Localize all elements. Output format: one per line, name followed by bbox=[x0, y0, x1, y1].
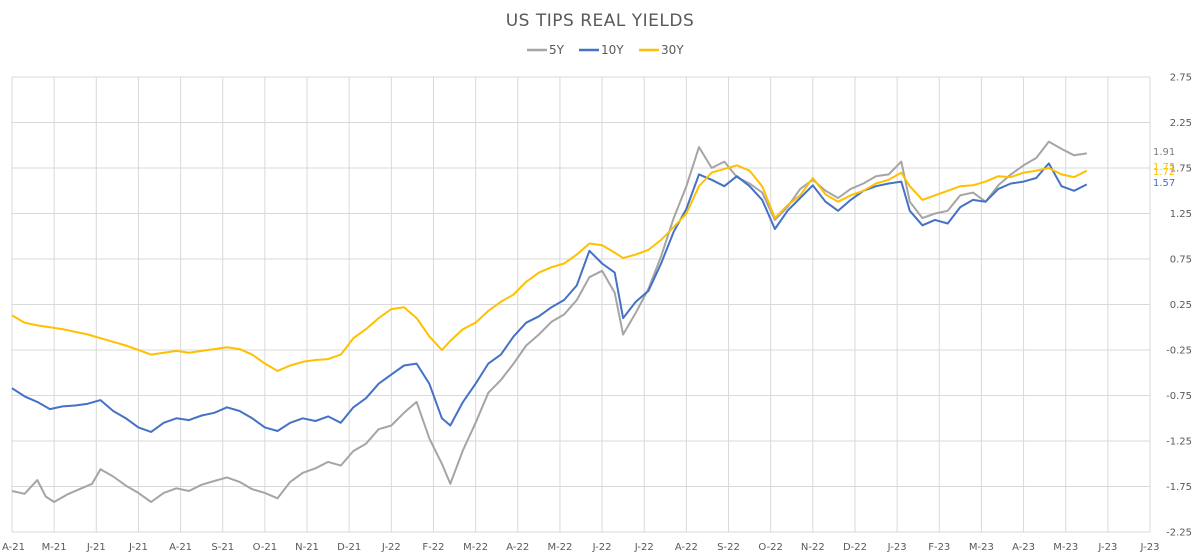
y-tick-label: 1.25 bbox=[1170, 209, 1192, 220]
legend: 5Y 10Y 30Y bbox=[527, 43, 684, 57]
x-tick-label: M-22 bbox=[547, 542, 572, 553]
end-annotations: 1.91 1.751.721.57 bbox=[1153, 147, 1175, 189]
y-tick-label: -1.75 bbox=[1166, 482, 1192, 493]
end-annotation-label: 1.72 bbox=[1153, 167, 1175, 178]
chart-title: US TIPS REAL YIELDS bbox=[506, 11, 695, 31]
y-tick-label: 1.75 bbox=[1170, 164, 1192, 175]
gridlines bbox=[11, 76, 1151, 533]
x-tick-label: F-22 bbox=[422, 542, 444, 553]
legend-label-5y: 5Y bbox=[549, 43, 565, 57]
x-tick-label: J-21 bbox=[86, 542, 106, 553]
x-tick-label: O-21 bbox=[253, 542, 277, 553]
x-tick-label: J-22 bbox=[381, 542, 401, 553]
x-tick-label: A-23 bbox=[1012, 542, 1035, 553]
x-tick-label: A-22 bbox=[675, 542, 698, 553]
legend-label-10y: 10Y bbox=[601, 43, 624, 57]
x-tick-label: M-21 bbox=[42, 542, 67, 553]
legend-label-30y: 30Y bbox=[661, 43, 684, 57]
x-tick-label: F-23 bbox=[928, 542, 950, 553]
x-tick-label: J-21 bbox=[128, 542, 148, 553]
x-axis-ticks: A-21 M-21 J-21 J-21 A-21 S-21 O-21 N-21 D-21 J-22… bbox=[2, 542, 1159, 553]
end-annotation-label: 1.75 bbox=[1153, 162, 1175, 173]
series-line-10y bbox=[11, 162, 1088, 433]
y-tick-label: -1.25 bbox=[1166, 437, 1192, 448]
series-line-5y bbox=[11, 140, 1087, 503]
x-tick-label: O-22 bbox=[758, 542, 782, 553]
x-tick-label: J-22 bbox=[592, 542, 612, 553]
x-tick-label: N-21 bbox=[295, 542, 319, 553]
series-lines bbox=[11, 140, 1088, 503]
series-line-30y bbox=[11, 164, 1088, 372]
y-axis-ticks: 2.75 2.25 1.75 1.25 0.75 0.25 -0.25 -0.75 -1.25 -… bbox=[1166, 73, 1192, 539]
x-tick-label: D-22 bbox=[843, 542, 867, 553]
x-tick-label: J-22 bbox=[634, 542, 654, 553]
y-tick-label: -0.75 bbox=[1166, 391, 1192, 402]
end-annotation-label: 1.91 bbox=[1153, 147, 1175, 158]
x-tick-label: N-22 bbox=[801, 542, 825, 553]
y-tick-label: 0.75 bbox=[1170, 255, 1192, 266]
y-tick-label: 2.25 bbox=[1170, 118, 1192, 129]
x-tick-label: M-23 bbox=[969, 542, 994, 553]
x-tick-label: A-21 bbox=[2, 542, 25, 553]
y-tick-label: 2.75 bbox=[1170, 73, 1192, 84]
x-tick-label: A-22 bbox=[506, 542, 529, 553]
x-tick-label: D-21 bbox=[337, 542, 361, 553]
y-tick-label: -2.25 bbox=[1166, 528, 1192, 539]
x-tick-label: J-23 bbox=[887, 542, 907, 553]
x-tick-label: J-23 bbox=[1097, 542, 1117, 553]
y-tick-label: -0.25 bbox=[1166, 346, 1192, 357]
end-annotation-label: 1.57 bbox=[1153, 178, 1175, 189]
x-tick-label: A-21 bbox=[169, 542, 192, 553]
x-tick-label: M-22 bbox=[463, 542, 488, 553]
x-tick-label: J-23 bbox=[1140, 542, 1160, 553]
x-tick-label: M-23 bbox=[1053, 542, 1078, 553]
x-tick-label: S-21 bbox=[211, 542, 234, 553]
x-tick-label: S-22 bbox=[717, 542, 740, 553]
y-tick-label: 0.25 bbox=[1170, 300, 1192, 311]
